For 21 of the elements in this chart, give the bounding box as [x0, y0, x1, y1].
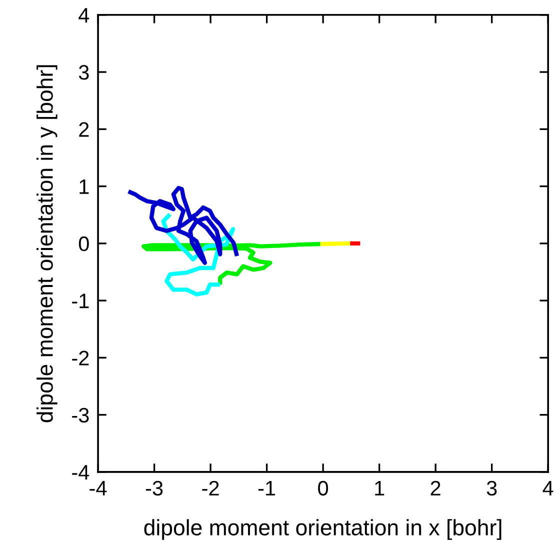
x-tick-label: 1	[375, 481, 384, 496]
x-tick-label: -4	[90, 481, 107, 496]
y-tick-label: -2	[72, 350, 89, 366]
x-tick-label: -2	[202, 480, 219, 496]
y-tick-label: 3	[78, 65, 89, 80]
y-tick-label: -4	[72, 465, 90, 480]
line-series	[126, 186, 240, 265]
y-tick-label: 1	[80, 180, 89, 194]
x-tick-label: 3	[486, 480, 497, 496]
x-tick-label: 2	[430, 480, 440, 496]
y-tick-label: -1	[72, 294, 89, 308]
y-tick-label: 2	[79, 122, 89, 137]
x-tick-label: 4	[542, 481, 554, 496]
x-tick-label: 0	[318, 480, 328, 496]
x-tick-label: -3	[146, 480, 163, 496]
y-tick-label: 4	[78, 8, 90, 22]
x-tick-label: -1	[258, 481, 276, 496]
y-tick-label: 0	[78, 236, 89, 252]
x-axis-title: dipole moment orientation in x [bohr]	[144, 519, 502, 540]
y-tick-label: -3	[72, 408, 89, 423]
y-axis-title: dipole moment orientation in y [bohr]	[36, 65, 58, 422]
